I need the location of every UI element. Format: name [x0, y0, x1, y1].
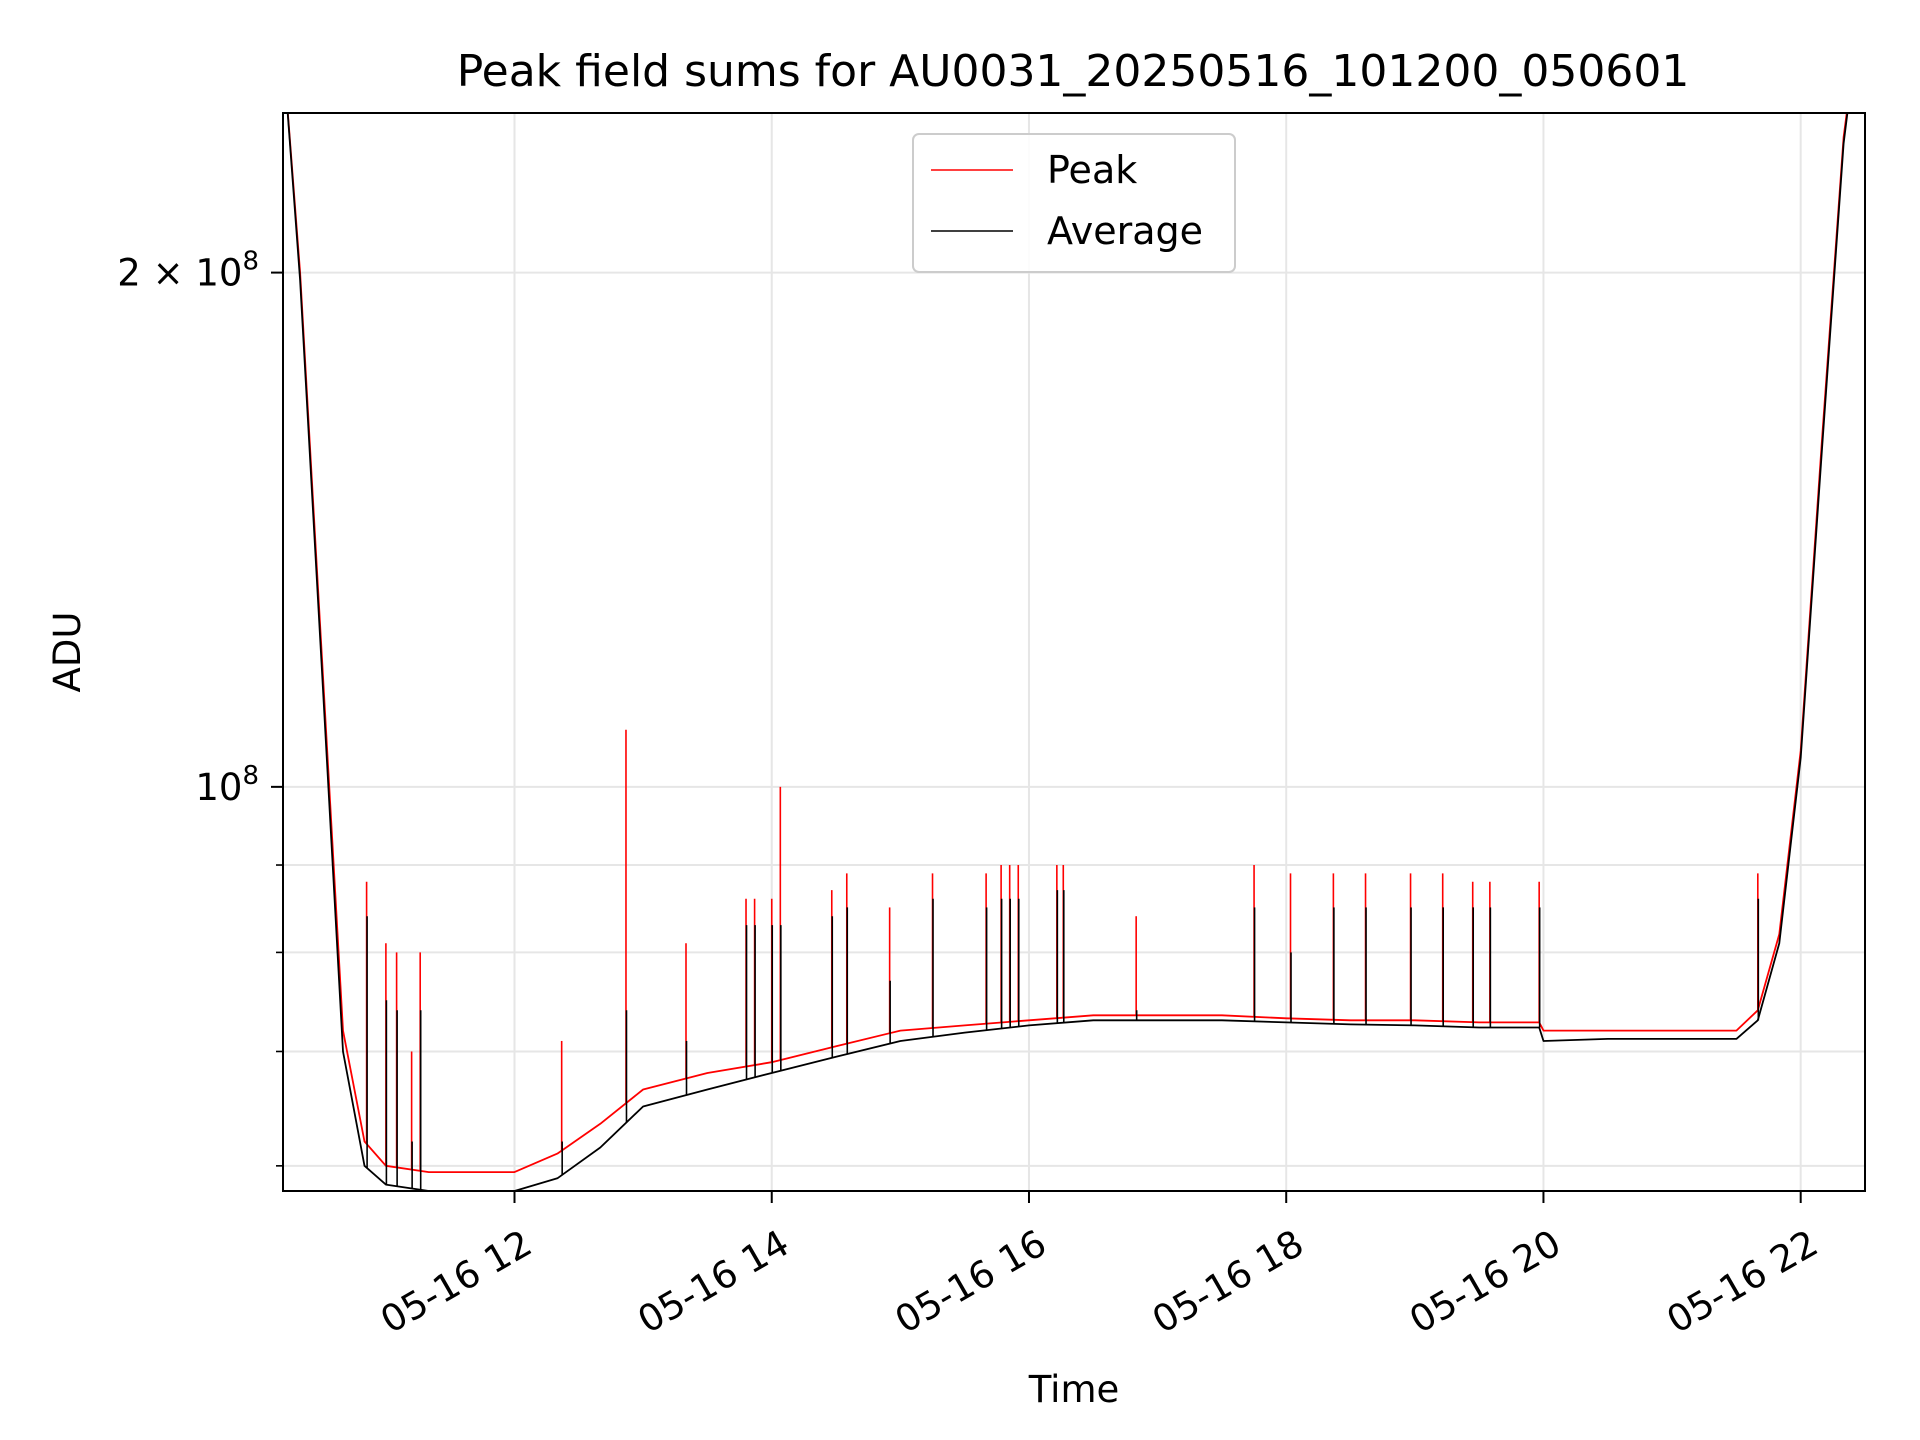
series-line-average [286, 113, 1849, 1191]
y-tick-label: 108 [195, 761, 259, 809]
legend: Peak Average [912, 133, 1236, 273]
chart-title: Peak field sums for AU0031_20250516_1012… [457, 46, 1690, 97]
legend-label-average: Average [1047, 209, 1203, 253]
grid [283, 113, 1865, 1191]
series-line-peak [286, 113, 1848, 1173]
plot-frame [282, 112, 1866, 1192]
y-tick-label: 2 × 108 [117, 247, 259, 295]
x-axis-label: Time [1028, 1368, 1120, 1411]
plot-lines [286, 113, 1849, 1191]
y-axis-label: ADU [46, 612, 89, 693]
legend-label-peak: Peak [1047, 148, 1137, 192]
legend-box [912, 133, 1236, 273]
